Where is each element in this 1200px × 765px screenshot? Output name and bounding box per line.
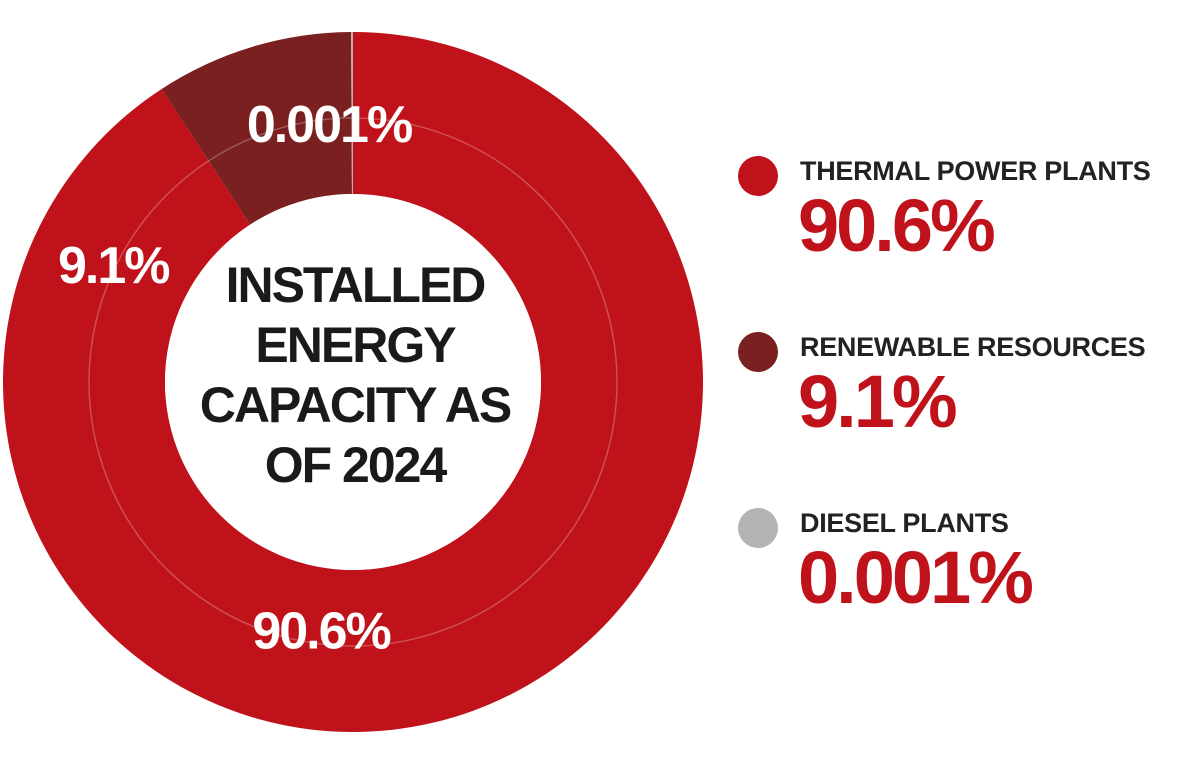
legend-label-diesel: DIESEL PLANTS [800, 508, 1009, 538]
legend-value-diesel: 0.001% [798, 536, 1034, 619]
legend-label-thermal: THERMAL POWER PLANTS [800, 156, 1151, 186]
chart-title-line: INSTALLED [225, 257, 487, 313]
donut-chart: 90.6% 9.1% 0.001% [2, 32, 703, 732]
donut-slice-diesel [351, 32, 353, 195]
legend-value-thermal: 90.6% [798, 184, 996, 267]
donut-hole [165, 194, 541, 570]
inner-guide-ring [88, 117, 618, 647]
chart-title-line: ENERGY [255, 317, 456, 373]
slice-labels: 90.6% 9.1% 0.001% [58, 96, 414, 661]
slice-label-diesel: 0.001% [247, 96, 412, 154]
legend-swatch-renewable [738, 332, 778, 372]
chart-title: INSTALLED ENERGY CAPACITY AS OF 2024 [180, 255, 530, 495]
slice-label-renewable: 9.1% [58, 237, 169, 295]
legend-value-renewable: 9.1% [798, 360, 958, 443]
chart-title-line: CAPACITY AS [199, 377, 512, 433]
slice-label-thermal: 90.6% [252, 603, 390, 661]
legend-swatch-diesel [738, 508, 778, 548]
donut-slices [2, 32, 703, 732]
donut-slice-renewable [161, 32, 352, 225]
chart-title-line: OF 2024 [264, 437, 448, 493]
legend-label-renewable: RENEWABLE RESOURCES [800, 332, 1146, 362]
legend-swatch-thermal [738, 156, 778, 196]
donut-slice-thermal [2, 32, 703, 732]
